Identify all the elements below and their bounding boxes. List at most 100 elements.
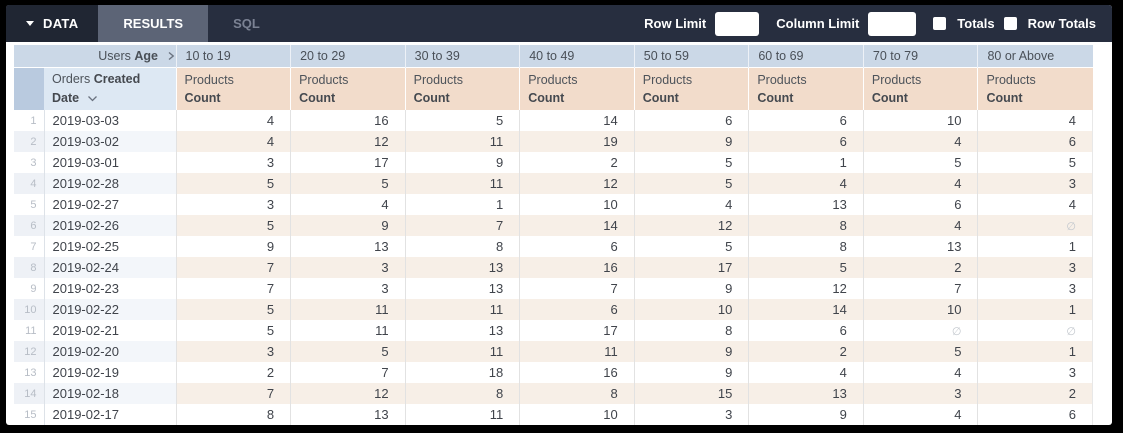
row-totals-checkbox[interactable] bbox=[1003, 17, 1017, 30]
date-cell[interactable]: 2019-02-22 bbox=[44, 299, 177, 320]
value-cell-3[interactable]: 14 bbox=[519, 215, 635, 236]
value-cell-1[interactable]: 11 bbox=[290, 320, 406, 341]
value-cell-4[interactable]: 17 bbox=[634, 257, 750, 278]
measure-header-5[interactable]: Products Count bbox=[748, 67, 864, 110]
tab-sql[interactable]: SQL bbox=[208, 5, 285, 42]
value-cell-3[interactable]: 16 bbox=[519, 257, 635, 278]
value-cell-6[interactable]: 4 bbox=[863, 131, 979, 152]
value-cell-6[interactable]: 4 bbox=[863, 173, 979, 194]
pivot-value-header-7[interactable]: 80 or Above bbox=[977, 45, 1093, 68]
value-cell-1[interactable]: 4 bbox=[290, 194, 406, 215]
measure-header-6[interactable]: Products Count bbox=[862, 67, 978, 110]
value-cell-0[interactable]: 4 bbox=[176, 131, 292, 152]
value-cell-3[interactable]: 19 bbox=[519, 131, 635, 152]
date-cell[interactable]: 2019-02-20 bbox=[44, 341, 177, 362]
value-cell-5[interactable]: 13 bbox=[748, 383, 864, 404]
value-cell-3[interactable]: 16 bbox=[519, 362, 635, 383]
value-cell-5[interactable]: 2 bbox=[748, 341, 864, 362]
value-cell-0[interactable]: 3 bbox=[176, 341, 292, 362]
value-cell-3[interactable]: 2 bbox=[519, 152, 635, 173]
value-cell-0[interactable]: 7 bbox=[176, 257, 292, 278]
measure-header-2[interactable]: Products Count bbox=[404, 67, 520, 110]
value-cell-2[interactable]: 8 bbox=[405, 236, 521, 257]
value-cell-4[interactable]: 6 bbox=[634, 110, 750, 131]
pivot-field-header[interactable]: Users Age bbox=[14, 45, 176, 68]
date-cell[interactable]: 2019-02-17 bbox=[44, 404, 177, 425]
value-cell-7[interactable]: 1 bbox=[977, 236, 1093, 257]
value-cell-1[interactable]: 3 bbox=[290, 278, 406, 299]
value-cell-5[interactable]: 6 bbox=[748, 320, 864, 341]
value-cell-5[interactable]: 6 bbox=[748, 110, 864, 131]
value-cell-0[interactable]: 5 bbox=[176, 215, 292, 236]
value-cell-4[interactable]: 9 bbox=[634, 362, 750, 383]
value-cell-5[interactable]: 14 bbox=[748, 299, 864, 320]
value-cell-7[interactable]: 6 bbox=[977, 131, 1093, 152]
value-cell-6[interactable]: 4 bbox=[863, 404, 979, 425]
value-cell-1[interactable]: 3 bbox=[290, 257, 406, 278]
value-cell-7[interactable]: 2 bbox=[977, 383, 1093, 404]
value-cell-1[interactable]: 17 bbox=[290, 152, 406, 173]
tab-data[interactable]: DATA bbox=[6, 5, 99, 42]
value-cell-6[interactable]: 3 bbox=[863, 383, 979, 404]
date-cell[interactable]: 2019-03-02 bbox=[44, 131, 177, 152]
date-cell[interactable]: 2019-03-01 bbox=[44, 152, 177, 173]
value-cell-4[interactable]: 3 bbox=[634, 404, 750, 425]
value-cell-2[interactable]: 8 bbox=[405, 383, 521, 404]
date-cell[interactable]: 2019-03-03 bbox=[44, 110, 177, 131]
value-cell-4[interactable]: 5 bbox=[634, 152, 750, 173]
value-cell-6[interactable]: 10 bbox=[863, 299, 979, 320]
value-cell-3[interactable]: 6 bbox=[519, 299, 635, 320]
value-cell-2[interactable]: 11 bbox=[405, 131, 521, 152]
value-cell-6[interactable]: 4 bbox=[863, 362, 979, 383]
value-cell-4[interactable]: 9 bbox=[634, 278, 750, 299]
value-cell-6[interactable]: 13 bbox=[863, 236, 979, 257]
value-cell-0[interactable]: 5 bbox=[176, 320, 292, 341]
value-cell-2[interactable]: 18 bbox=[405, 362, 521, 383]
measure-header-1[interactable]: Products Count bbox=[290, 67, 406, 110]
date-cell[interactable]: 2019-02-25 bbox=[44, 236, 177, 257]
date-cell[interactable]: 2019-02-18 bbox=[44, 383, 177, 404]
date-cell[interactable]: 2019-02-21 bbox=[44, 320, 177, 341]
value-cell-6[interactable]: 5 bbox=[863, 341, 979, 362]
tab-results[interactable]: RESULTS bbox=[98, 5, 209, 42]
value-cell-4[interactable]: 5 bbox=[634, 173, 750, 194]
value-cell-6[interactable]: 5 bbox=[863, 152, 979, 173]
value-cell-7[interactable]: 6 bbox=[977, 404, 1093, 425]
value-cell-5[interactable]: 4 bbox=[748, 173, 864, 194]
value-cell-7[interactable]: 1 bbox=[977, 299, 1093, 320]
value-cell-3[interactable]: 12 bbox=[519, 173, 635, 194]
value-cell-0[interactable]: 9 bbox=[176, 236, 292, 257]
value-cell-4[interactable]: 10 bbox=[634, 299, 750, 320]
value-cell-7[interactable]: 3 bbox=[977, 173, 1093, 194]
pivot-value-header-1[interactable]: 20 to 29 bbox=[290, 45, 406, 68]
date-cell[interactable]: 2019-02-19 bbox=[44, 362, 177, 383]
date-cell[interactable]: 2019-02-26 bbox=[44, 215, 177, 236]
value-cell-5[interactable]: 13 bbox=[748, 194, 864, 215]
value-cell-5[interactable]: 6 bbox=[748, 131, 864, 152]
value-cell-7[interactable]: 4 bbox=[977, 110, 1093, 131]
value-cell-3[interactable]: 8 bbox=[519, 383, 635, 404]
value-cell-1[interactable]: 12 bbox=[290, 383, 406, 404]
row-limit-input[interactable] bbox=[715, 11, 760, 36]
value-cell-4[interactable]: 8 bbox=[634, 320, 750, 341]
value-cell-1[interactable]: 5 bbox=[290, 173, 406, 194]
value-cell-5[interactable]: 4 bbox=[748, 362, 864, 383]
value-cell-0[interactable]: 3 bbox=[176, 194, 292, 215]
value-cell-4[interactable]: 9 bbox=[634, 341, 750, 362]
value-cell-0[interactable]: 5 bbox=[176, 299, 292, 320]
value-cell-0[interactable]: 3 bbox=[176, 152, 292, 173]
value-cell-4[interactable]: 15 bbox=[634, 383, 750, 404]
value-cell-4[interactable]: 9 bbox=[634, 131, 750, 152]
value-cell-0[interactable]: 7 bbox=[176, 383, 292, 404]
value-cell-7[interactable]: 3 bbox=[977, 362, 1093, 383]
value-cell-4[interactable]: 12 bbox=[634, 215, 750, 236]
pivot-value-header-2[interactable]: 30 to 39 bbox=[404, 45, 520, 68]
value-cell-3[interactable]: 17 bbox=[519, 320, 635, 341]
value-cell-1[interactable]: 9 bbox=[290, 215, 406, 236]
value-cell-6[interactable]: ∅ bbox=[863, 320, 979, 341]
row-dimension-header[interactable]: Orders Created Date bbox=[44, 67, 176, 110]
value-cell-2[interactable]: 13 bbox=[405, 257, 521, 278]
value-cell-7[interactable]: 3 bbox=[977, 278, 1093, 299]
pivot-value-header-5[interactable]: 60 to 69 bbox=[748, 45, 864, 68]
value-cell-2[interactable]: 11 bbox=[405, 341, 521, 362]
